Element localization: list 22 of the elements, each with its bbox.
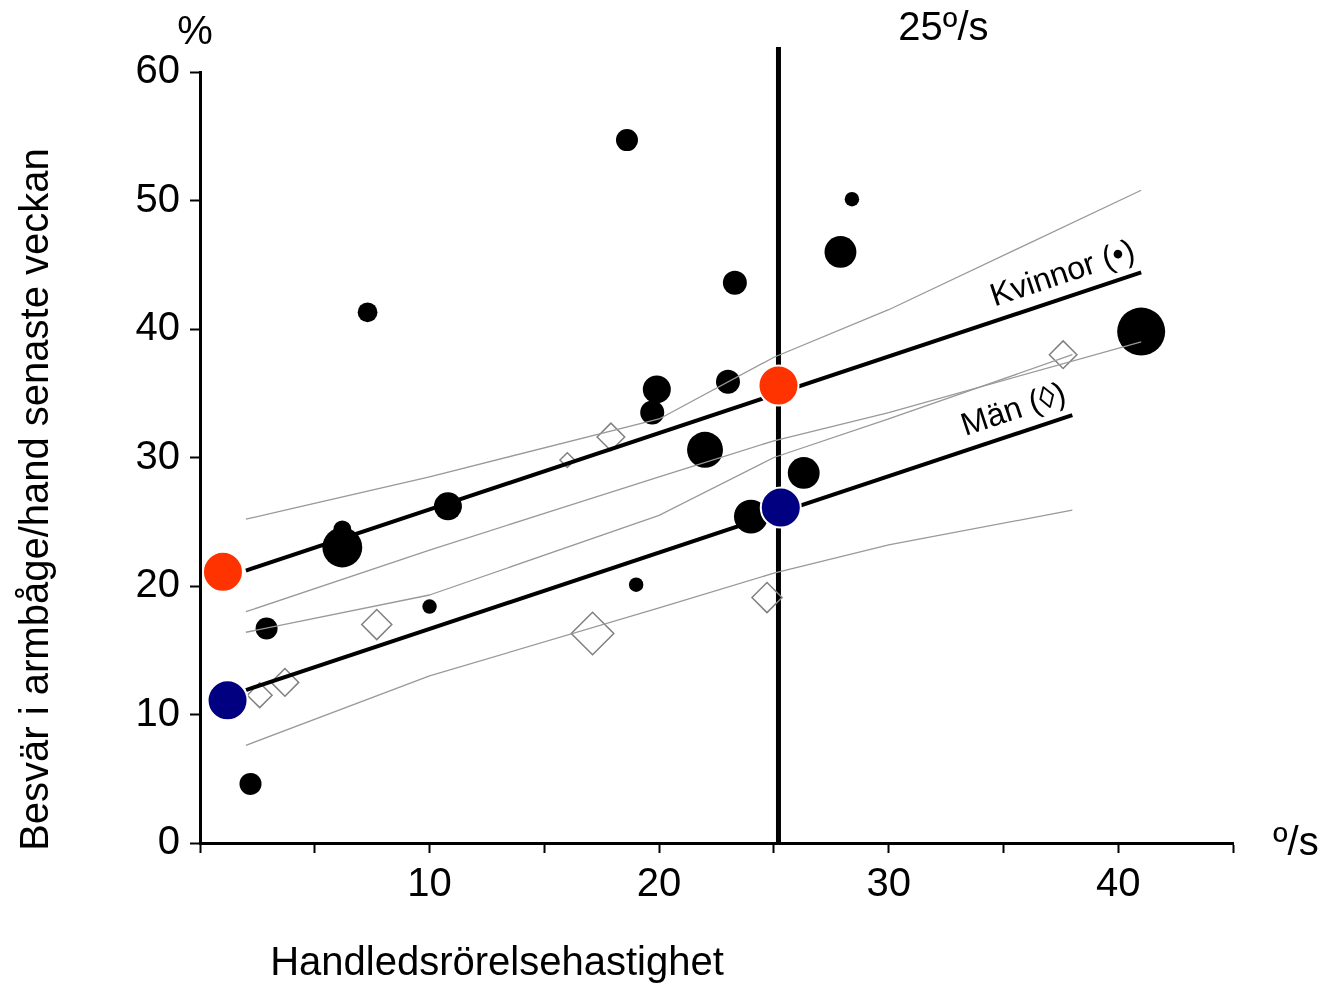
- text: Kvinnor (•): [985, 231, 1139, 314]
- ref-line-label: 25º/s: [898, 4, 989, 48]
- y-tick-label: 40: [135, 304, 180, 349]
- text: Män (◊): [956, 374, 1071, 443]
- y-tick-label: 10: [135, 689, 180, 734]
- x-axis-title: Handledsrörelsehastighet: [270, 939, 724, 983]
- y-tick-label: 30: [135, 432, 180, 477]
- y-tick-label: 20: [135, 561, 180, 606]
- x-tick-label: 40: [1095, 860, 1141, 905]
- y-axis-title: Besvär i armbåge/hand senaste veckan: [12, 148, 56, 851]
- y-tick-label: 0: [157, 818, 180, 863]
- point: [757, 364, 800, 407]
- text: %: [177, 8, 213, 52]
- x-tick-label: 30: [866, 860, 911, 905]
- text: º/s: [1273, 819, 1319, 863]
- y-tick-label: 50: [135, 175, 180, 220]
- point: [201, 550, 244, 593]
- x-tick-label: 10: [407, 860, 452, 905]
- y-tick-label: 60: [135, 47, 180, 92]
- point: [759, 486, 802, 529]
- x-tick-label: 20: [636, 860, 682, 905]
- point: [206, 679, 249, 722]
